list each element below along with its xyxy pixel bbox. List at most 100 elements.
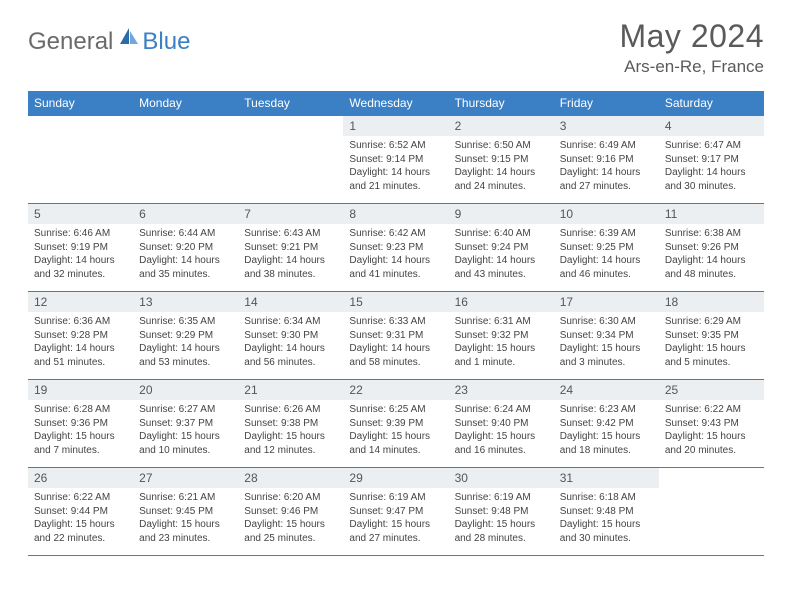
calendar-row: 19Sunrise: 6:28 AMSunset: 9:36 PMDayligh… [28, 380, 764, 468]
weekday-header: Friday [554, 91, 659, 116]
calendar-body: ...1Sunrise: 6:52 AMSunset: 9:14 PMDayli… [28, 116, 764, 556]
day-details: Sunrise: 6:20 AMSunset: 9:46 PMDaylight:… [238, 488, 343, 549]
day-number: 16 [449, 292, 554, 312]
day-number: 1 [343, 116, 448, 136]
day-details: Sunrise: 6:26 AMSunset: 9:38 PMDaylight:… [238, 400, 343, 461]
day-details: Sunrise: 6:40 AMSunset: 9:24 PMDaylight:… [449, 224, 554, 285]
calendar-cell: 20Sunrise: 6:27 AMSunset: 9:37 PMDayligh… [133, 380, 238, 468]
day-details: Sunrise: 6:24 AMSunset: 9:40 PMDaylight:… [449, 400, 554, 461]
day-details: Sunrise: 6:22 AMSunset: 9:43 PMDaylight:… [659, 400, 764, 461]
calendar-cell: 22Sunrise: 6:25 AMSunset: 9:39 PMDayligh… [343, 380, 448, 468]
day-details: Sunrise: 6:34 AMSunset: 9:30 PMDaylight:… [238, 312, 343, 373]
calendar-cell: 24Sunrise: 6:23 AMSunset: 9:42 PMDayligh… [554, 380, 659, 468]
calendar-cell: 12Sunrise: 6:36 AMSunset: 9:28 PMDayligh… [28, 292, 133, 380]
header: General Blue May 2024 Ars-en-Re, France [28, 18, 764, 77]
calendar-cell: 3Sunrise: 6:49 AMSunset: 9:16 PMDaylight… [554, 116, 659, 204]
calendar-cell: 10Sunrise: 6:39 AMSunset: 9:25 PMDayligh… [554, 204, 659, 292]
calendar-cell: 18Sunrise: 6:29 AMSunset: 9:35 PMDayligh… [659, 292, 764, 380]
day-details: Sunrise: 6:43 AMSunset: 9:21 PMDaylight:… [238, 224, 343, 285]
day-number: 7 [238, 204, 343, 224]
calendar-cell: 8Sunrise: 6:42 AMSunset: 9:23 PMDaylight… [343, 204, 448, 292]
day-number: 18 [659, 292, 764, 312]
day-details: Sunrise: 6:28 AMSunset: 9:36 PMDaylight:… [28, 400, 133, 461]
calendar-cell: 31Sunrise: 6:18 AMSunset: 9:48 PMDayligh… [554, 468, 659, 556]
brand-name-b: Blue [142, 28, 190, 56]
calendar-row: 26Sunrise: 6:22 AMSunset: 9:44 PMDayligh… [28, 468, 764, 556]
calendar-cell: 29Sunrise: 6:19 AMSunset: 9:47 PMDayligh… [343, 468, 448, 556]
day-details: Sunrise: 6:19 AMSunset: 9:48 PMDaylight:… [449, 488, 554, 549]
day-number: 10 [554, 204, 659, 224]
day-number: 4 [659, 116, 764, 136]
calendar-cell: 9Sunrise: 6:40 AMSunset: 9:24 PMDaylight… [449, 204, 554, 292]
calendar-cell: 26Sunrise: 6:22 AMSunset: 9:44 PMDayligh… [28, 468, 133, 556]
calendar-cell: 19Sunrise: 6:28 AMSunset: 9:36 PMDayligh… [28, 380, 133, 468]
day-details: Sunrise: 6:52 AMSunset: 9:14 PMDaylight:… [343, 136, 448, 197]
brand-name-a: General [28, 28, 113, 56]
month-title: May 2024 [619, 18, 764, 55]
brand-logo: General Blue [28, 18, 190, 56]
day-number: 31 [554, 468, 659, 488]
calendar-row: ...1Sunrise: 6:52 AMSunset: 9:14 PMDayli… [28, 116, 764, 204]
calendar-cell: 17Sunrise: 6:30 AMSunset: 9:34 PMDayligh… [554, 292, 659, 380]
day-number: 3 [554, 116, 659, 136]
day-details: Sunrise: 6:35 AMSunset: 9:29 PMDaylight:… [133, 312, 238, 373]
calendar-cell: 27Sunrise: 6:21 AMSunset: 9:45 PMDayligh… [133, 468, 238, 556]
day-details: Sunrise: 6:39 AMSunset: 9:25 PMDaylight:… [554, 224, 659, 285]
day-details: Sunrise: 6:50 AMSunset: 9:15 PMDaylight:… [449, 136, 554, 197]
calendar-cell: 30Sunrise: 6:19 AMSunset: 9:48 PMDayligh… [449, 468, 554, 556]
calendar-cell: 23Sunrise: 6:24 AMSunset: 9:40 PMDayligh… [449, 380, 554, 468]
day-details: Sunrise: 6:33 AMSunset: 9:31 PMDaylight:… [343, 312, 448, 373]
day-number: 9 [449, 204, 554, 224]
day-number: 30 [449, 468, 554, 488]
day-details: Sunrise: 6:36 AMSunset: 9:28 PMDaylight:… [28, 312, 133, 373]
weekday-header: Tuesday [238, 91, 343, 116]
day-number: 28 [238, 468, 343, 488]
day-details: Sunrise: 6:29 AMSunset: 9:35 PMDaylight:… [659, 312, 764, 373]
day-details: Sunrise: 6:19 AMSunset: 9:47 PMDaylight:… [343, 488, 448, 549]
calendar-row: 5Sunrise: 6:46 AMSunset: 9:19 PMDaylight… [28, 204, 764, 292]
calendar-table: Sunday Monday Tuesday Wednesday Thursday… [28, 91, 764, 556]
day-details: Sunrise: 6:22 AMSunset: 9:44 PMDaylight:… [28, 488, 133, 549]
calendar-cell: 15Sunrise: 6:33 AMSunset: 9:31 PMDayligh… [343, 292, 448, 380]
day-number: 2 [449, 116, 554, 136]
location-label: Ars-en-Re, France [619, 57, 764, 77]
day-number: 22 [343, 380, 448, 400]
day-details: Sunrise: 6:47 AMSunset: 9:17 PMDaylight:… [659, 136, 764, 197]
day-number: 21 [238, 380, 343, 400]
day-details: Sunrise: 6:42 AMSunset: 9:23 PMDaylight:… [343, 224, 448, 285]
day-number: 5 [28, 204, 133, 224]
day-number: 25 [659, 380, 764, 400]
calendar-cell: 16Sunrise: 6:31 AMSunset: 9:32 PMDayligh… [449, 292, 554, 380]
calendar-cell: . [28, 116, 133, 204]
day-details: Sunrise: 6:38 AMSunset: 9:26 PMDaylight:… [659, 224, 764, 285]
weekday-header-row: Sunday Monday Tuesday Wednesday Thursday… [28, 91, 764, 116]
day-details: Sunrise: 6:30 AMSunset: 9:34 PMDaylight:… [554, 312, 659, 373]
calendar-cell: 6Sunrise: 6:44 AMSunset: 9:20 PMDaylight… [133, 204, 238, 292]
weekday-header: Monday [133, 91, 238, 116]
calendar-cell: 25Sunrise: 6:22 AMSunset: 9:43 PMDayligh… [659, 380, 764, 468]
day-number: 14 [238, 292, 343, 312]
calendar-cell: 5Sunrise: 6:46 AMSunset: 9:19 PMDaylight… [28, 204, 133, 292]
day-number: 15 [343, 292, 448, 312]
day-details: Sunrise: 6:46 AMSunset: 9:19 PMDaylight:… [28, 224, 133, 285]
day-details: Sunrise: 6:44 AMSunset: 9:20 PMDaylight:… [133, 224, 238, 285]
day-details: Sunrise: 6:18 AMSunset: 9:48 PMDaylight:… [554, 488, 659, 549]
title-block: May 2024 Ars-en-Re, France [619, 18, 764, 77]
calendar-cell: 7Sunrise: 6:43 AMSunset: 9:21 PMDaylight… [238, 204, 343, 292]
calendar-cell: 11Sunrise: 6:38 AMSunset: 9:26 PMDayligh… [659, 204, 764, 292]
day-details: Sunrise: 6:21 AMSunset: 9:45 PMDaylight:… [133, 488, 238, 549]
calendar-cell: 13Sunrise: 6:35 AMSunset: 9:29 PMDayligh… [133, 292, 238, 380]
day-number: 27 [133, 468, 238, 488]
day-number: 20 [133, 380, 238, 400]
calendar-cell: 2Sunrise: 6:50 AMSunset: 9:15 PMDaylight… [449, 116, 554, 204]
weekday-header: Sunday [28, 91, 133, 116]
calendar-cell: . [238, 116, 343, 204]
day-number: 6 [133, 204, 238, 224]
weekday-header: Thursday [449, 91, 554, 116]
day-number: 13 [133, 292, 238, 312]
day-details: Sunrise: 6:25 AMSunset: 9:39 PMDaylight:… [343, 400, 448, 461]
day-details: Sunrise: 6:31 AMSunset: 9:32 PMDaylight:… [449, 312, 554, 373]
day-number: 8 [343, 204, 448, 224]
calendar-cell: 28Sunrise: 6:20 AMSunset: 9:46 PMDayligh… [238, 468, 343, 556]
day-number: 17 [554, 292, 659, 312]
